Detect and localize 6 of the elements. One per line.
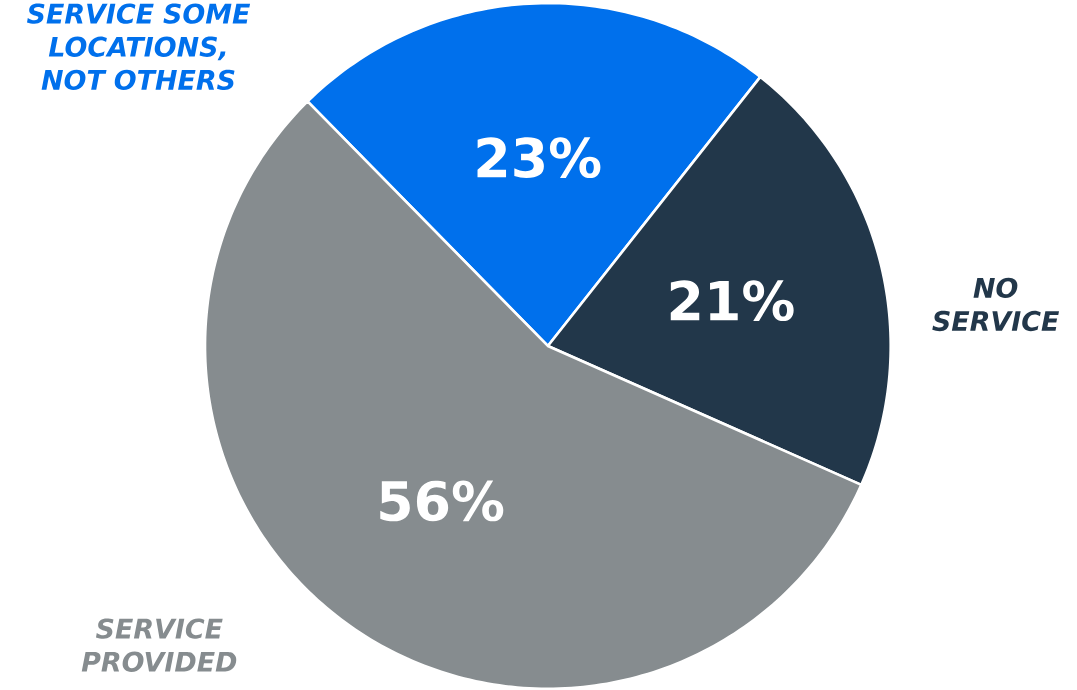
data-label: 23% xyxy=(477,137,601,179)
slice-label: NO SERVICE xyxy=(932,277,1060,332)
slice-label: SERVICE PROVIDED xyxy=(81,618,237,672)
data-label: 21% xyxy=(670,280,794,321)
data-label: 56% xyxy=(380,480,504,522)
slice-label: SERVICE SOME LOCATIONS, NOT OTHERS xyxy=(27,3,251,90)
